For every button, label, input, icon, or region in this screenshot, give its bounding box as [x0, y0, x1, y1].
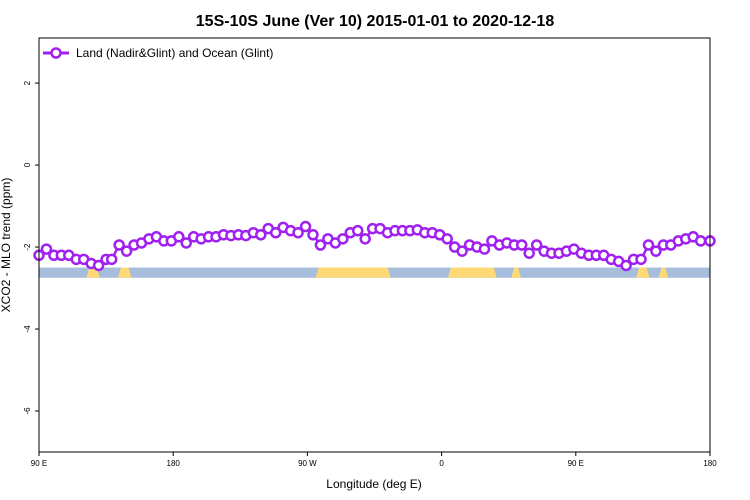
data-point	[255, 229, 267, 241]
y-tick-label: -2	[23, 243, 32, 251]
series-layer	[33, 220, 716, 272]
data-point	[292, 226, 304, 239]
land-segment-2	[315, 267, 391, 278]
data-point	[515, 239, 528, 251]
data-point	[642, 239, 655, 251]
y-axis: 2 0 -2 -4 -6	[23, 80, 39, 415]
land-segment-6	[658, 267, 669, 278]
data-point	[113, 239, 125, 251]
y-tick-label: 0	[23, 162, 32, 167]
data-point	[120, 245, 133, 257]
x-tick-label: 90 W	[298, 459, 317, 468]
data-point	[620, 259, 632, 272]
data-point	[694, 235, 707, 247]
land-segment-5	[636, 267, 650, 278]
data-point	[441, 233, 453, 245]
data-point	[359, 233, 371, 245]
data-point	[478, 243, 491, 255]
data-point	[299, 220, 312, 233]
data-point	[337, 233, 349, 245]
land-segment-3	[447, 267, 497, 278]
data-point	[523, 247, 535, 259]
x-tick-label: 90 E	[568, 459, 584, 468]
chart-title: 15S-10S June (Ver 10) 2015-01-01 to 2020…	[196, 13, 555, 30]
data-point	[650, 245, 662, 257]
y-tick-label: 2	[23, 80, 32, 85]
data-point	[456, 245, 468, 257]
x-axis: 90 E 180 90 W 0 90 E 180	[31, 452, 717, 468]
x-axis-label: Longitude (deg E)	[326, 477, 421, 491]
data-point	[180, 237, 192, 249]
legend-label: Land (Nadir&Glint) and Ocean (Glint)	[76, 46, 273, 60]
legend-marker	[50, 47, 62, 59]
data-point	[92, 259, 105, 272]
x-tick-label: 0	[439, 459, 444, 468]
x-tick-label: 180	[167, 459, 181, 468]
x-tick-label: 180	[703, 459, 717, 468]
y-tick-label: -6	[23, 407, 32, 415]
data-point	[40, 243, 53, 255]
data-point	[307, 229, 319, 241]
plot-frame	[38, 37, 711, 453]
data-point	[269, 226, 282, 239]
land-ocean-mask	[39, 267, 710, 278]
land-segment-1	[118, 267, 132, 278]
data-point	[314, 239, 327, 251]
y-axis-label: XCO2 - MLO trend (ppm)	[0, 178, 13, 313]
data-point	[635, 253, 647, 266]
data-point	[173, 231, 185, 243]
x-tick-label: 90 E	[31, 459, 47, 468]
data-point	[351, 224, 364, 237]
y-tick-label: -4	[23, 325, 32, 333]
data-point	[105, 253, 118, 266]
legend: Land (Nadir&Glint) and Ocean (Glint)	[43, 46, 273, 60]
data-point	[530, 239, 543, 251]
land-segment-4	[511, 267, 522, 278]
